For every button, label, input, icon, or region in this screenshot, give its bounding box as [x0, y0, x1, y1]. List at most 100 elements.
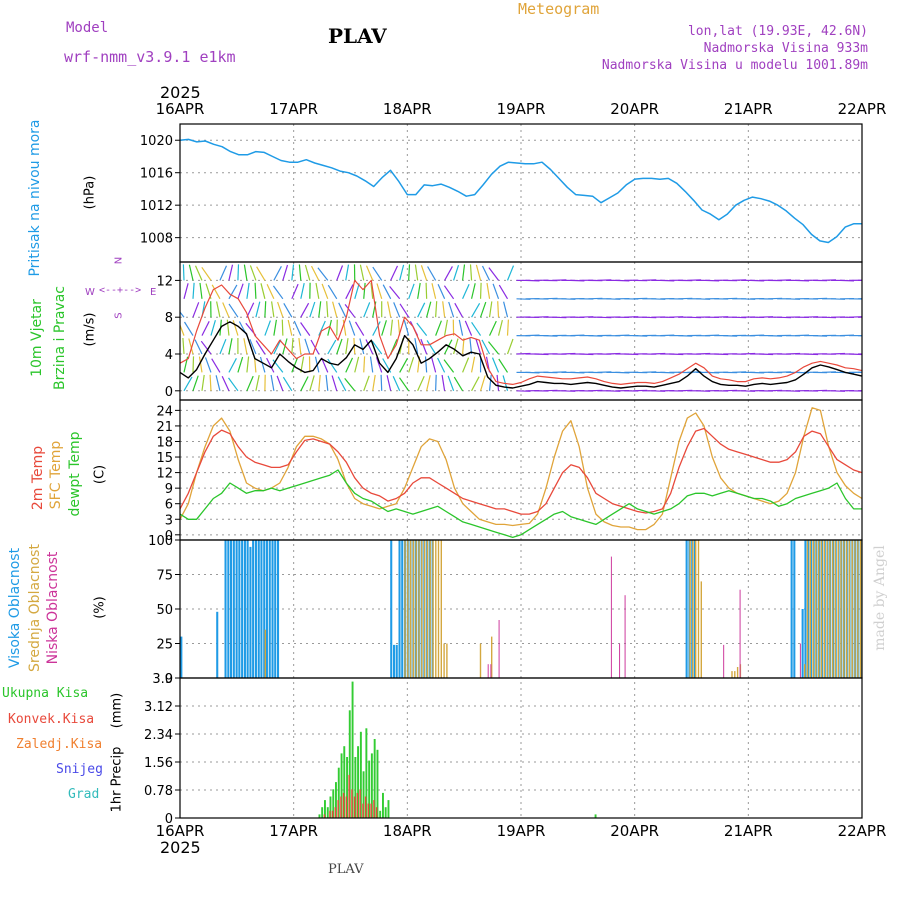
wind-vector — [201, 266, 212, 281]
convective-rain-bar — [331, 810, 334, 818]
high-cloud-bar — [790, 540, 793, 678]
mid-cloud-bar — [695, 540, 697, 678]
mid-cloud-bar — [826, 540, 828, 678]
high-cloud-bar — [271, 540, 274, 678]
mid-cloud-bar — [736, 667, 739, 678]
total-rain-bar — [343, 746, 346, 818]
wind-vector — [188, 264, 194, 281]
wind-vector — [221, 376, 230, 392]
total-rain-bar — [594, 814, 597, 818]
y-tick-label: 1016 — [140, 167, 173, 182]
wind-vector — [372, 266, 383, 281]
panel-frames — [179, 123, 863, 819]
date-tick-label-bottom: 19APR — [497, 822, 546, 840]
wind-vector — [354, 321, 365, 336]
wind-vector — [417, 302, 426, 318]
wind-vector — [249, 338, 257, 355]
date-tick-label-top: 22APR — [838, 100, 887, 118]
pressure-line — [179, 138, 862, 244]
total-rain-bar — [384, 807, 387, 818]
high-cloud-bar — [277, 540, 280, 678]
date-tick-label-bottom: 17APR — [269, 822, 318, 840]
wind-vector — [194, 265, 203, 281]
date-tick-label-bottom: 22APR — [838, 822, 887, 840]
wind-vector — [389, 286, 401, 300]
pressure-ylabel: Pritisak na nivou mora — [27, 119, 43, 277]
convective-rain-bar — [370, 803, 372, 818]
wind-vector — [425, 282, 428, 299]
wind-vector — [201, 321, 210, 336]
wind-vector — [198, 356, 203, 373]
wind-vector — [462, 283, 470, 300]
wind-vector — [363, 375, 370, 392]
date-tick-label-top: 18APR — [383, 100, 432, 118]
wind-vector — [444, 319, 448, 336]
high-cloud-bar — [249, 546, 252, 678]
wind-vector — [219, 265, 228, 281]
convective-rain-bar — [364, 796, 367, 818]
high-cloud-bar — [263, 540, 266, 678]
convective-rain-bar — [323, 814, 326, 818]
total-rain-bar — [376, 749, 379, 818]
wind-vector — [228, 303, 239, 318]
low-cloud-bar — [490, 664, 492, 678]
wind-vector — [470, 356, 476, 373]
wind-vector — [363, 302, 371, 318]
wind-vector — [371, 340, 383, 355]
legend-freezing-rain: Zaledj.Kisa — [16, 737, 103, 752]
high-cloud-bar — [257, 540, 260, 678]
wind-vector — [453, 376, 464, 392]
wind-vector — [369, 356, 374, 373]
legend-convective-rain: Konvek.Kisa — [8, 712, 95, 727]
temp-unit: (C) — [92, 464, 108, 485]
wind-vector — [318, 301, 322, 318]
y-tick-label: 12 — [156, 274, 173, 289]
convective-rain-bar — [356, 792, 359, 818]
wind-vector — [192, 356, 195, 373]
wind-vector — [503, 301, 509, 318]
mid-cloud-bar — [692, 540, 694, 678]
wind-vector — [246, 375, 254, 392]
wind-vector — [320, 357, 329, 373]
high-cloud-bar — [685, 540, 688, 678]
wind-vector — [857, 298, 862, 300]
wind-vector — [461, 338, 465, 355]
wind-vector — [481, 265, 491, 281]
wind-vector — [345, 284, 354, 300]
wind-vector — [345, 357, 354, 373]
wind-vector — [462, 357, 470, 373]
wind-vector — [380, 374, 383, 391]
wind-vector — [453, 338, 459, 355]
wind-vector — [255, 301, 261, 318]
wind-vector-layer — [180, 264, 862, 392]
2m-temp-line — [179, 427, 863, 515]
wind-vector — [300, 376, 309, 392]
footer-station: PLAV — [328, 862, 364, 877]
wind-vector — [259, 356, 266, 373]
high-cloud-bar — [243, 540, 246, 678]
wind-vector — [399, 358, 408, 373]
wind-vector — [199, 282, 203, 299]
mid-cloud-bar — [845, 540, 848, 678]
total-rain-bar — [318, 814, 321, 818]
wind-vector — [435, 320, 442, 336]
wind-vector — [232, 320, 239, 336]
mid-cloud-bar — [421, 540, 423, 678]
wind-vector — [310, 265, 320, 281]
y-tick-label: 0 — [165, 385, 173, 400]
high-cloud-bar — [401, 540, 404, 678]
date-tick-label-top: 16APR — [156, 100, 205, 118]
wind-vector — [359, 264, 365, 281]
wind-vector — [506, 319, 509, 336]
wind-vector — [215, 375, 221, 391]
wind-vector — [408, 264, 411, 281]
wind-vector — [300, 282, 305, 299]
wind-vector — [325, 374, 329, 391]
wind-vector — [321, 283, 329, 300]
wind-vector — [273, 339, 282, 355]
cloud-ylabel-2: Srednja Oblacnost — [27, 544, 43, 672]
y-tick-label: 1020 — [140, 134, 173, 149]
wind-vector — [318, 374, 321, 391]
wind-vector — [298, 264, 302, 281]
